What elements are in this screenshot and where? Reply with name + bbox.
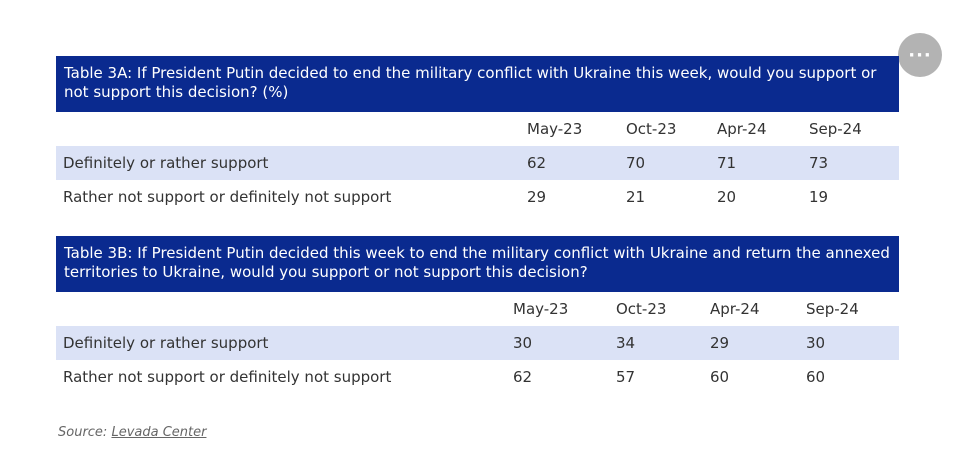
more-options-icon: ··· [908, 44, 932, 66]
table-3a-title: Table 3A: If President Putin decided to … [56, 56, 899, 112]
table-cell: 62 [527, 154, 547, 172]
table-cell: 71 [717, 154, 737, 172]
table-cell: 29 [527, 188, 547, 206]
table-cell: 70 [626, 154, 646, 172]
table-cell: 60 [806, 368, 826, 386]
column-header: Oct-23 [616, 300, 667, 318]
table-cell: 34 [616, 334, 636, 352]
column-header: May-23 [527, 120, 583, 138]
table-3a: Table 3A: If President Putin decided to … [56, 56, 899, 214]
row-label: Definitely or rather support [63, 334, 269, 352]
column-header: Apr-24 [710, 300, 760, 318]
column-header: Apr-24 [717, 120, 767, 138]
source-link[interactable]: Levada Center [111, 425, 207, 440]
table-cell: 29 [710, 334, 730, 352]
row-label: Rather not support or definitely not sup… [63, 188, 392, 206]
table-cell: 57 [616, 368, 636, 386]
row-label: Definitely or rather support [63, 154, 269, 172]
table-cell: 30 [513, 334, 533, 352]
row-label: Rather not support or definitely not sup… [63, 368, 392, 386]
table-cell: 19 [809, 188, 829, 206]
column-header: Oct-23 [626, 120, 677, 138]
table-cell: 21 [626, 188, 646, 206]
column-header: May-23 [513, 300, 569, 318]
table-header-row: May-23 Oct-23 Apr-24 Sep-24 [56, 112, 899, 146]
table-header-row: May-23 Oct-23 Apr-24 Sep-24 [56, 292, 899, 326]
column-header: Sep-24 [806, 300, 859, 318]
table-cell: 20 [717, 188, 737, 206]
table-row: Definitely or rather support 30 34 29 30 [56, 326, 899, 360]
table-cell: 73 [809, 154, 829, 172]
column-header: Sep-24 [809, 120, 862, 138]
table-row: Definitely or rather support 62 70 71 73 [56, 146, 899, 180]
table-cell: 30 [806, 334, 826, 352]
table-row: Rather not support or definitely not sup… [56, 360, 899, 394]
more-options-button[interactable]: ··· [898, 33, 942, 77]
table-row: Rather not support or definitely not sup… [56, 180, 899, 214]
table-cell: 60 [710, 368, 730, 386]
table-3b-title: Table 3B: If President Putin decided thi… [56, 236, 899, 292]
table-3b: Table 3B: If President Putin decided thi… [56, 236, 899, 394]
table-cell: 62 [513, 368, 533, 386]
source-note: Source: Levada Center [58, 425, 206, 440]
source-prefix: Source: [58, 425, 112, 440]
